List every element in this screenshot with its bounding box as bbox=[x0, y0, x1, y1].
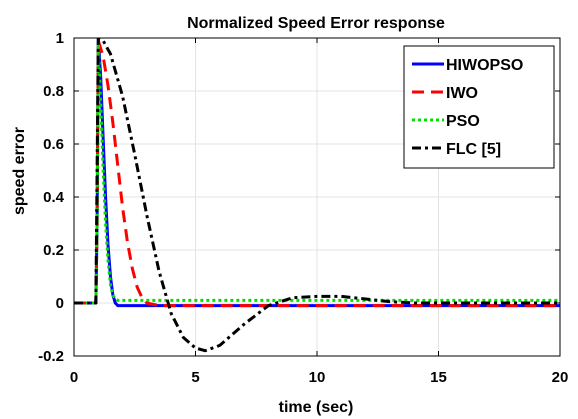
x-tick-label: 15 bbox=[430, 369, 447, 386]
legend-box bbox=[403, 45, 555, 169]
x-tick-label: 10 bbox=[309, 369, 326, 386]
legend: HIWOPSO IWO PSO FLC [5] bbox=[403, 45, 555, 169]
legend-label: HIWOPSO bbox=[446, 57, 523, 74]
chart-title: Normalized Speed Error response bbox=[187, 15, 445, 32]
y-tick-label: 0.2 bbox=[43, 242, 64, 259]
y-axis-title: speed error bbox=[11, 127, 28, 215]
x-axis-title: time (sec) bbox=[279, 399, 354, 416]
y-tick-label: 0.6 bbox=[43, 136, 64, 153]
y-tick-label: 0 bbox=[56, 295, 64, 312]
x-tick-label: 5 bbox=[191, 369, 199, 386]
legend-label: FLC [5] bbox=[446, 141, 501, 158]
y-tick-label: 0.8 bbox=[43, 83, 64, 100]
legend-label: PSO bbox=[446, 113, 480, 130]
x-tick-label: 0 bbox=[70, 369, 78, 386]
series-line-flc-5 bbox=[74, 38, 560, 353]
x-tick-label: 20 bbox=[552, 369, 569, 386]
y-tick-label: -0.2 bbox=[38, 348, 64, 365]
y-tick-label: 1 bbox=[56, 30, 64, 47]
y-tick-label: 0.4 bbox=[43, 189, 65, 206]
series-layer bbox=[74, 38, 560, 353]
legend-label: IWO bbox=[446, 85, 478, 102]
axis-ticks: 0 5 10 15 20 -0.2 0 0.2 0.4 0.6 0.8 1 bbox=[38, 30, 568, 386]
